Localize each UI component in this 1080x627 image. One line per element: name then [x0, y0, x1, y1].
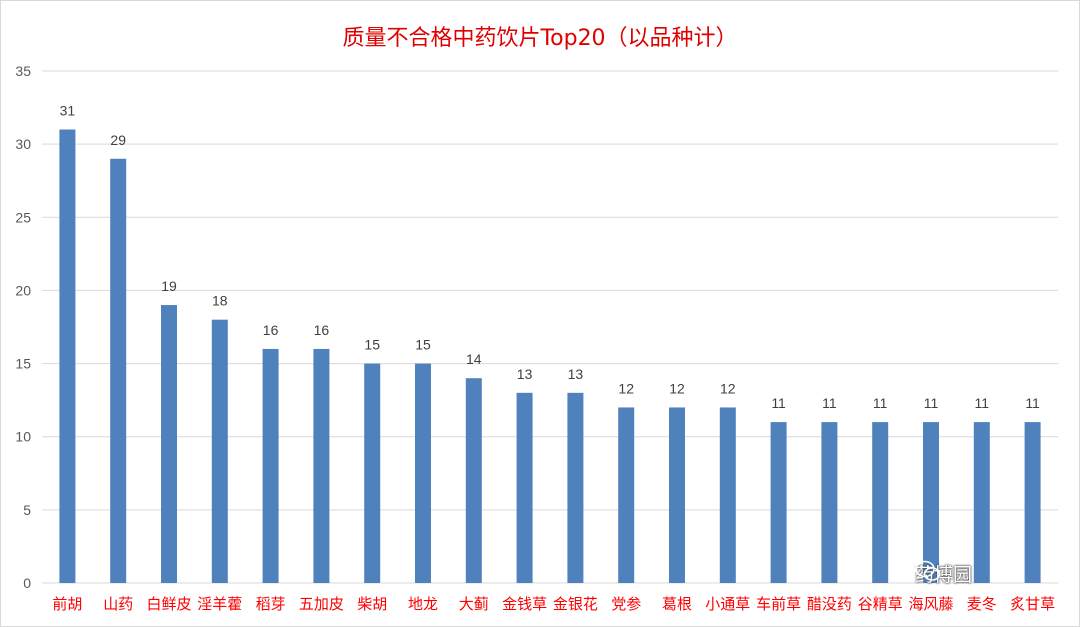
data-label: 13 — [568, 366, 584, 382]
bar — [465, 378, 482, 583]
x-tick-label: 炙甘草 — [1010, 595, 1055, 613]
data-label: 31 — [60, 103, 76, 119]
y-tick-label: 35 — [15, 63, 31, 79]
x-tick-label: 醋没药 — [807, 595, 852, 613]
x-tick-label: 麦冬 — [967, 595, 997, 613]
x-tick-label: 五加皮 — [299, 595, 344, 613]
x-tick-label: 柴胡 — [357, 595, 387, 613]
watermark-text: 药博园 — [915, 564, 973, 586]
x-tick-label: 大蓟 — [459, 595, 489, 613]
data-label: 15 — [415, 337, 431, 353]
bar — [415, 363, 431, 583]
data-label: 12 — [669, 380, 685, 396]
y-tick-label: 30 — [15, 136, 31, 152]
x-axis-labels: 前胡 山药 白鲜皮 淫羊藿 稻芽 五加皮 柴胡 地龙 大蓟 金钱草 金银花 党参 葛根 小通草 车前草 醋没药… — [52, 595, 1055, 613]
bar — [262, 348, 279, 583]
data-label: 29 — [110, 132, 126, 148]
x-tick-label: 山药 — [103, 595, 133, 613]
x-tick-label: 稻芽 — [256, 595, 286, 613]
value-labels: 31 29 19 18 16 16 15 15 14 13 13 12 12 12 11 11 11 11 11 11 — [60, 103, 1040, 412]
x-tick-label: 金银花 — [553, 595, 598, 613]
bar — [211, 319, 228, 583]
bar — [669, 407, 685, 583]
data-label: 16 — [314, 322, 330, 338]
grid-lines — [42, 70, 1058, 584]
bar — [872, 422, 889, 583]
bar — [110, 158, 127, 583]
x-tick-label: 淫羊藿 — [197, 595, 242, 613]
data-label: 16 — [263, 322, 279, 338]
data-label: 11 — [873, 395, 888, 411]
y-tick-label: 20 — [15, 282, 31, 298]
data-label: 14 — [466, 351, 482, 367]
chart-title: 质量不合格中药饮片Top20（以品种计） — [342, 26, 738, 51]
bars — [59, 129, 1041, 583]
data-label: 11 — [822, 395, 837, 411]
bar — [1024, 422, 1041, 583]
bar — [516, 392, 533, 583]
bar — [59, 129, 76, 583]
wechat-icon — [915, 560, 941, 581]
bar — [923, 422, 939, 583]
data-label: 11 — [975, 395, 990, 411]
x-tick-label: 谷精草 — [858, 595, 903, 613]
x-tick-label: 党参 — [611, 595, 641, 613]
y-tick-label: 5 — [23, 502, 31, 518]
y-tick-label: 10 — [15, 429, 31, 445]
x-tick-label: 前胡 — [52, 595, 82, 613]
x-tick-label: 白鲜皮 — [146, 595, 191, 613]
bar — [973, 422, 990, 583]
data-label: 15 — [364, 337, 380, 353]
bar — [719, 407, 736, 583]
data-label: 19 — [161, 278, 177, 294]
y-tick-label: 15 — [15, 356, 31, 372]
x-tick-label: 葛根 — [662, 595, 692, 613]
data-label: 11 — [1025, 395, 1040, 411]
data-label: 13 — [517, 366, 533, 382]
x-tick-label: 海风藤 — [908, 595, 953, 613]
y-tick-label: 0 — [23, 575, 31, 591]
bar — [567, 392, 584, 583]
x-tick-label: 地龙 — [408, 595, 438, 613]
y-axis-ticks: 0 5 10 15 20 25 30 35 — [15, 63, 31, 591]
bar — [364, 363, 381, 583]
data-label: 18 — [212, 293, 228, 309]
bar — [770, 422, 787, 583]
x-tick-label: 小通草 — [705, 595, 750, 613]
x-tick-label: 金钱草 — [502, 595, 547, 613]
data-label: 11 — [771, 395, 786, 411]
data-label: 12 — [618, 380, 634, 396]
bar — [618, 407, 635, 583]
bar — [161, 305, 177, 583]
bar — [821, 422, 838, 583]
data-label: 12 — [720, 380, 736, 396]
bar — [313, 348, 330, 583]
watermark: 药博园 — [915, 560, 972, 587]
y-tick-label: 25 — [15, 209, 31, 225]
x-tick-label: 车前草 — [756, 595, 801, 613]
data-label: 11 — [924, 395, 939, 411]
